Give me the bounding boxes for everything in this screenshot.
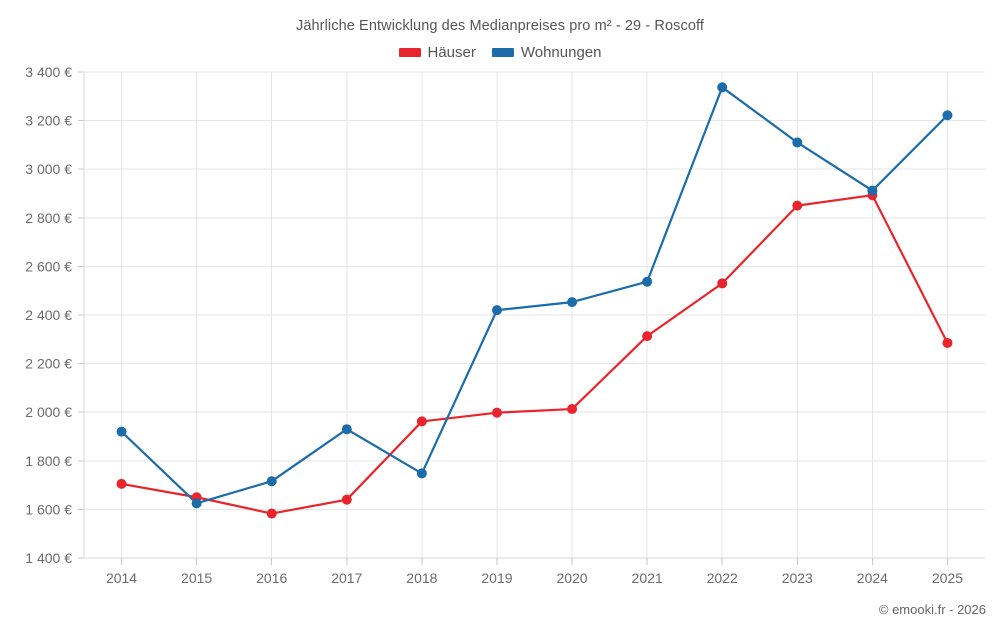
legend-label-wohnungen: Wohnungen (520, 44, 602, 61)
data-point[interactable] (792, 137, 803, 148)
x-axis-tick-label: 2019 (481, 570, 512, 586)
legend-item-hauser[interactable]: Häuser (398, 44, 476, 61)
data-point[interactable] (642, 331, 653, 342)
data-point[interactable] (116, 478, 127, 489)
chart-legend: Häuser Wohnungen (0, 44, 1000, 61)
data-point[interactable] (867, 185, 878, 196)
data-point[interactable] (717, 82, 728, 93)
legend-item-wohnungen[interactable]: Wohnungen (491, 44, 602, 61)
y-axis-tick-label: 2 600 € (25, 258, 72, 274)
series-line-wohnungen (120, 86, 949, 505)
y-axis-labels: 1 400 € 1 600 € 1 800 € 2 000 € 2 200 € 2 400… (25, 64, 72, 566)
data-point[interactable] (416, 468, 427, 479)
x-axis-tick-label: 2023 (782, 570, 813, 586)
data-point[interactable] (491, 407, 502, 418)
data-point[interactable] (567, 404, 578, 415)
data-point[interactable] (416, 416, 427, 427)
data-point[interactable] (191, 498, 202, 509)
data-point[interactable] (341, 424, 352, 435)
y-axis-tick-label: 2 000 € (25, 404, 72, 420)
legend-label-hauser: Häuser (427, 44, 476, 61)
data-point[interactable] (942, 337, 953, 348)
x-axis-tick-label: 2022 (707, 570, 738, 586)
gridlines (78, 71, 985, 565)
chart-title: Jährliche Entwicklung des Medianpreises … (296, 18, 704, 34)
legend-swatch-wohnungen (491, 48, 514, 57)
x-axis-tick-label: 2017 (331, 570, 362, 586)
legend-swatch-hauser (398, 48, 421, 57)
series-line-häuser (120, 194, 949, 515)
data-point[interactable] (341, 494, 352, 505)
y-axis-tick-label: 2 400 € (25, 307, 72, 323)
y-axis-tick-label: 2 200 € (25, 356, 72, 372)
data-point[interactable] (567, 297, 578, 308)
x-axis-tick-label: 2014 (106, 570, 137, 586)
data-point[interactable] (116, 426, 127, 437)
credit-text: © emooki.fr - 2026 (878, 602, 986, 617)
x-axis-tick-label: 2021 (632, 570, 663, 586)
x-axis-tick-label: 2020 (556, 570, 587, 586)
data-point[interactable] (491, 305, 502, 316)
y-axis-tick-label: 3 400 € (25, 64, 72, 80)
data-point[interactable] (942, 110, 953, 121)
x-axis-tick-label: 2016 (256, 570, 287, 586)
data-point[interactable] (266, 476, 277, 487)
x-axis-tick-label: 2015 (181, 570, 212, 586)
y-axis-tick-label: 1 600 € (25, 501, 72, 517)
y-axis-tick-label: 1 800 € (25, 453, 72, 469)
y-axis-tick-label: 3 000 € (25, 161, 72, 177)
x-axis-labels: 2014 2015 2016 2017 2018 2019 2020 2021 2022 2023… (106, 570, 963, 586)
x-axis-tick-label: 2025 (932, 570, 963, 586)
x-axis-tick-label: 2018 (406, 570, 437, 586)
data-point[interactable] (642, 276, 653, 287)
x-axis-tick-label: 2024 (857, 570, 888, 586)
y-axis-tick-label: 2 800 € (25, 210, 72, 226)
y-axis-tick-label: 3 200 € (25, 113, 72, 129)
data-series (116, 82, 953, 519)
data-point[interactable] (266, 508, 277, 519)
y-axis-tick-label: 1 400 € (25, 550, 72, 566)
data-point[interactable] (717, 278, 728, 289)
data-point[interactable] (792, 200, 803, 211)
